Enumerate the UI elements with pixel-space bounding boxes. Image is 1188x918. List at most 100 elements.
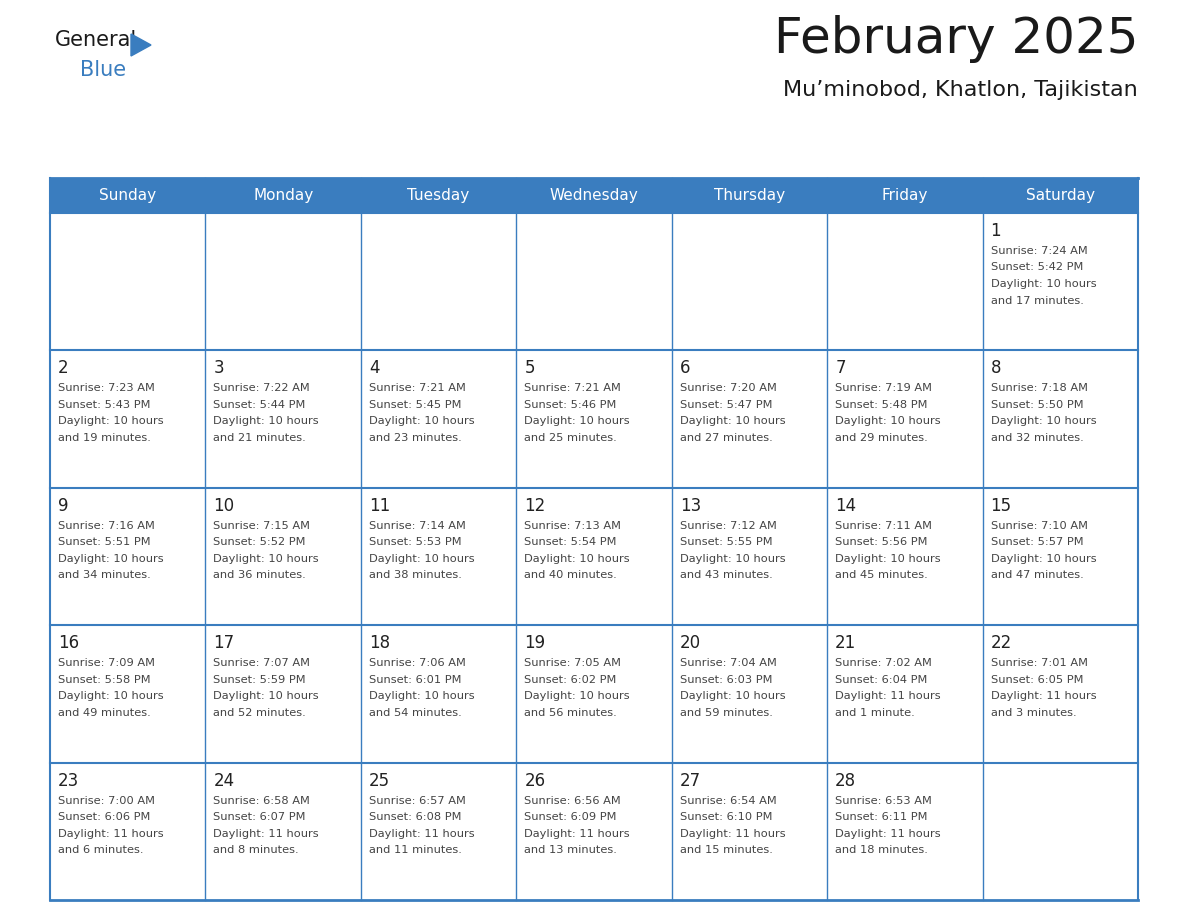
Text: Sunrise: 7:23 AM: Sunrise: 7:23 AM (58, 384, 154, 394)
Text: Sunrise: 7:02 AM: Sunrise: 7:02 AM (835, 658, 933, 668)
Text: Daylight: 10 hours: Daylight: 10 hours (835, 417, 941, 426)
Bar (982, 763, 1138, 900)
Text: Sunrise: 6:58 AM: Sunrise: 6:58 AM (214, 796, 310, 806)
Text: Sunset: 6:07 PM: Sunset: 6:07 PM (214, 812, 307, 823)
Text: and 18 minutes.: and 18 minutes. (835, 845, 928, 855)
Text: and 45 minutes.: and 45 minutes. (835, 570, 928, 580)
Text: Sunrise: 7:15 AM: Sunrise: 7:15 AM (214, 521, 310, 531)
Bar (361, 763, 517, 900)
Text: Sunrise: 7:24 AM: Sunrise: 7:24 AM (991, 246, 1087, 256)
Text: 19: 19 (524, 634, 545, 652)
Text: 20: 20 (680, 634, 701, 652)
Text: and 49 minutes.: and 49 minutes. (58, 708, 151, 718)
Text: Sunrise: 7:00 AM: Sunrise: 7:00 AM (58, 796, 154, 806)
Bar (671, 351, 827, 487)
Text: Sunrise: 7:01 AM: Sunrise: 7:01 AM (991, 658, 1087, 668)
Bar (671, 487, 827, 625)
Text: Daylight: 11 hours: Daylight: 11 hours (524, 829, 630, 839)
Text: Daylight: 11 hours: Daylight: 11 hours (991, 691, 1097, 701)
Bar (982, 351, 1138, 487)
Text: Sunrise: 7:11 AM: Sunrise: 7:11 AM (835, 521, 933, 531)
Text: and 11 minutes.: and 11 minutes. (368, 845, 462, 855)
Text: Daylight: 11 hours: Daylight: 11 hours (680, 829, 785, 839)
Text: Daylight: 11 hours: Daylight: 11 hours (835, 829, 941, 839)
Text: Sunrise: 7:16 AM: Sunrise: 7:16 AM (58, 521, 154, 531)
Bar (50, 487, 206, 625)
Text: and 38 minutes.: and 38 minutes. (368, 570, 462, 580)
Text: and 21 minutes.: and 21 minutes. (214, 433, 307, 442)
Text: 11: 11 (368, 497, 390, 515)
Bar (361, 213, 517, 351)
Text: and 25 minutes.: and 25 minutes. (524, 433, 617, 442)
Bar (206, 763, 361, 900)
Text: Sunset: 6:11 PM: Sunset: 6:11 PM (835, 812, 928, 823)
Text: Sunrise: 7:04 AM: Sunrise: 7:04 AM (680, 658, 777, 668)
Text: Sunset: 5:57 PM: Sunset: 5:57 PM (991, 537, 1083, 547)
Bar (50, 763, 206, 900)
Text: Daylight: 10 hours: Daylight: 10 hours (991, 279, 1097, 289)
Text: and 59 minutes.: and 59 minutes. (680, 708, 772, 718)
Text: Saturday: Saturday (1025, 188, 1095, 203)
Text: and 6 minutes.: and 6 minutes. (58, 845, 144, 855)
Text: Sunset: 5:44 PM: Sunset: 5:44 PM (214, 400, 305, 410)
Text: Blue: Blue (80, 60, 126, 80)
Text: Sunset: 6:08 PM: Sunset: 6:08 PM (368, 812, 461, 823)
Bar (517, 763, 671, 900)
Text: Daylight: 10 hours: Daylight: 10 hours (835, 554, 941, 564)
Text: Sunrise: 7:14 AM: Sunrise: 7:14 AM (368, 521, 466, 531)
Text: 9: 9 (58, 497, 69, 515)
Text: Daylight: 10 hours: Daylight: 10 hours (680, 691, 785, 701)
Text: 13: 13 (680, 497, 701, 515)
Text: Daylight: 10 hours: Daylight: 10 hours (214, 691, 320, 701)
Text: Daylight: 10 hours: Daylight: 10 hours (524, 417, 630, 426)
Bar (671, 213, 827, 351)
Text: Sunrise: 7:21 AM: Sunrise: 7:21 AM (524, 384, 621, 394)
Bar (50, 178, 1138, 213)
Text: Sunset: 5:59 PM: Sunset: 5:59 PM (214, 675, 307, 685)
Text: and 29 minutes.: and 29 minutes. (835, 433, 928, 442)
Text: 5: 5 (524, 360, 535, 377)
Bar (827, 351, 982, 487)
Text: Sunrise: 7:10 AM: Sunrise: 7:10 AM (991, 521, 1087, 531)
Text: Sunrise: 7:09 AM: Sunrise: 7:09 AM (58, 658, 154, 668)
Text: Sunrise: 7:19 AM: Sunrise: 7:19 AM (835, 384, 933, 394)
Text: Daylight: 11 hours: Daylight: 11 hours (368, 829, 474, 839)
Text: 28: 28 (835, 772, 857, 789)
Text: Daylight: 10 hours: Daylight: 10 hours (991, 417, 1097, 426)
Text: and 54 minutes.: and 54 minutes. (368, 708, 462, 718)
Text: 16: 16 (58, 634, 80, 652)
Text: Sunset: 5:42 PM: Sunset: 5:42 PM (991, 263, 1083, 273)
Text: Sunrise: 7:22 AM: Sunrise: 7:22 AM (214, 384, 310, 394)
Bar (671, 625, 827, 763)
Text: and 1 minute.: and 1 minute. (835, 708, 915, 718)
Text: Sunset: 6:04 PM: Sunset: 6:04 PM (835, 675, 928, 685)
Text: General: General (55, 30, 138, 50)
Text: Sunset: 5:56 PM: Sunset: 5:56 PM (835, 537, 928, 547)
Text: Sunrise: 6:53 AM: Sunrise: 6:53 AM (835, 796, 933, 806)
Bar (671, 763, 827, 900)
Text: Daylight: 10 hours: Daylight: 10 hours (368, 417, 474, 426)
Text: Daylight: 11 hours: Daylight: 11 hours (214, 829, 320, 839)
Text: Sunset: 6:01 PM: Sunset: 6:01 PM (368, 675, 461, 685)
Text: Daylight: 10 hours: Daylight: 10 hours (368, 691, 474, 701)
Text: 21: 21 (835, 634, 857, 652)
Text: Daylight: 10 hours: Daylight: 10 hours (524, 554, 630, 564)
Bar (206, 625, 361, 763)
Text: and 43 minutes.: and 43 minutes. (680, 570, 772, 580)
Text: and 52 minutes.: and 52 minutes. (214, 708, 307, 718)
Text: and 56 minutes.: and 56 minutes. (524, 708, 617, 718)
Text: and 34 minutes.: and 34 minutes. (58, 570, 151, 580)
Bar (982, 487, 1138, 625)
Text: Monday: Monday (253, 188, 314, 203)
Text: and 8 minutes.: and 8 minutes. (214, 845, 299, 855)
Text: Sunset: 5:53 PM: Sunset: 5:53 PM (368, 537, 461, 547)
Text: and 47 minutes.: and 47 minutes. (991, 570, 1083, 580)
Text: Sunrise: 7:06 AM: Sunrise: 7:06 AM (368, 658, 466, 668)
Text: 14: 14 (835, 497, 857, 515)
Bar (50, 625, 206, 763)
Text: Sunset: 5:46 PM: Sunset: 5:46 PM (524, 400, 617, 410)
Bar (517, 213, 671, 351)
Text: Sunset: 5:50 PM: Sunset: 5:50 PM (991, 400, 1083, 410)
Text: Daylight: 10 hours: Daylight: 10 hours (991, 554, 1097, 564)
Text: Sunset: 5:51 PM: Sunset: 5:51 PM (58, 537, 151, 547)
